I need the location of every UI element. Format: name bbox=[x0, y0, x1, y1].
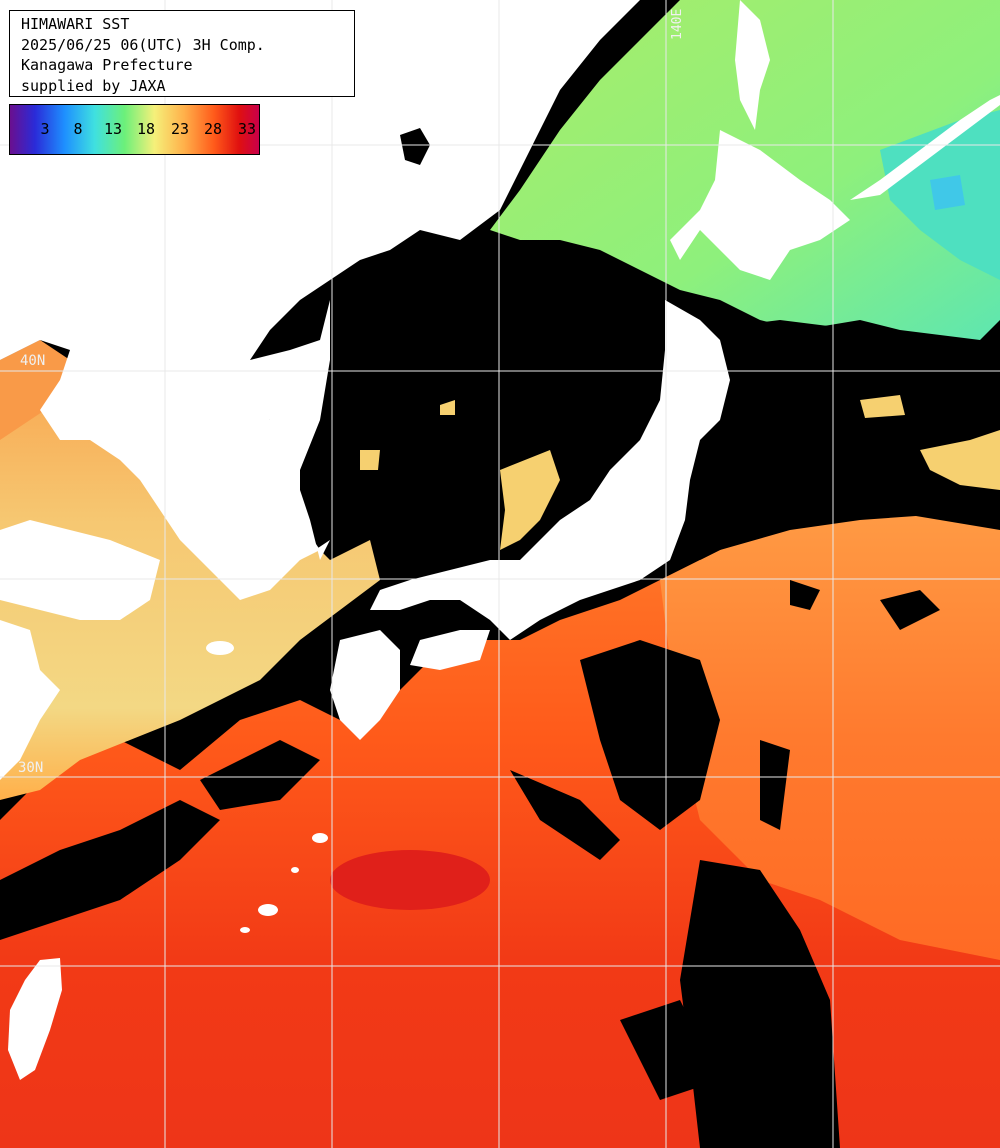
temperature-legend: 3 8 13 18 23 28 33 bbox=[9, 104, 260, 155]
taiwan bbox=[8, 958, 62, 1080]
region-line: Kanagawa Prefecture bbox=[21, 56, 193, 74]
ryukyu-islands bbox=[240, 833, 328, 933]
east-cloud-band bbox=[680, 320, 1000, 560]
legend-label-23: 23 bbox=[170, 120, 190, 138]
shandong-peninsula bbox=[0, 520, 160, 620]
east-warm-patch bbox=[920, 430, 1000, 490]
korean-peninsula bbox=[250, 300, 330, 560]
latitude-label-40n: 40N bbox=[20, 353, 46, 369]
honshu bbox=[370, 300, 730, 640]
timestamp-line: 2025/06/25 06(UTC) 3H Comp. bbox=[21, 35, 265, 54]
cold-patch bbox=[930, 175, 965, 210]
kyushu bbox=[330, 630, 400, 740]
sea-of-japan-patches bbox=[360, 400, 560, 550]
legend-label-13: 13 bbox=[103, 120, 123, 138]
bohai-sea bbox=[0, 340, 70, 440]
dokdo-islet bbox=[400, 128, 430, 165]
jeju-island bbox=[206, 641, 234, 655]
legend-label-33: 33 bbox=[237, 120, 257, 138]
hokkaido bbox=[670, 130, 850, 280]
legend-gradient-bar bbox=[10, 105, 259, 154]
legend-label-18: 18 bbox=[136, 120, 156, 138]
legend-label-8: 8 bbox=[73, 120, 83, 138]
supplier-line: supplied by JAXA bbox=[21, 76, 166, 95]
legend-label-3: 3 bbox=[40, 120, 50, 138]
product-title: HIMAWARI SST bbox=[21, 15, 130, 33]
east-warm-sea bbox=[660, 515, 1000, 960]
kuril-islands bbox=[850, 95, 1000, 200]
east-yellow-patch bbox=[860, 395, 905, 418]
legend-label-28: 28 bbox=[203, 120, 223, 138]
legend-labels: 3 8 13 18 23 28 33 bbox=[10, 105, 259, 154]
shikoku bbox=[410, 630, 490, 670]
sakhalin bbox=[735, 0, 770, 130]
info-box: HIMAWARI SST 2025/06/25 06(UTC) 3H Comp.… bbox=[9, 10, 355, 97]
latitude-label-30n: 30N bbox=[18, 760, 44, 776]
china-coast bbox=[0, 620, 60, 780]
hot-sea-patch bbox=[330, 850, 490, 910]
yellow-sea bbox=[0, 340, 380, 800]
longitude-label-140e: 140E bbox=[670, 8, 685, 40]
